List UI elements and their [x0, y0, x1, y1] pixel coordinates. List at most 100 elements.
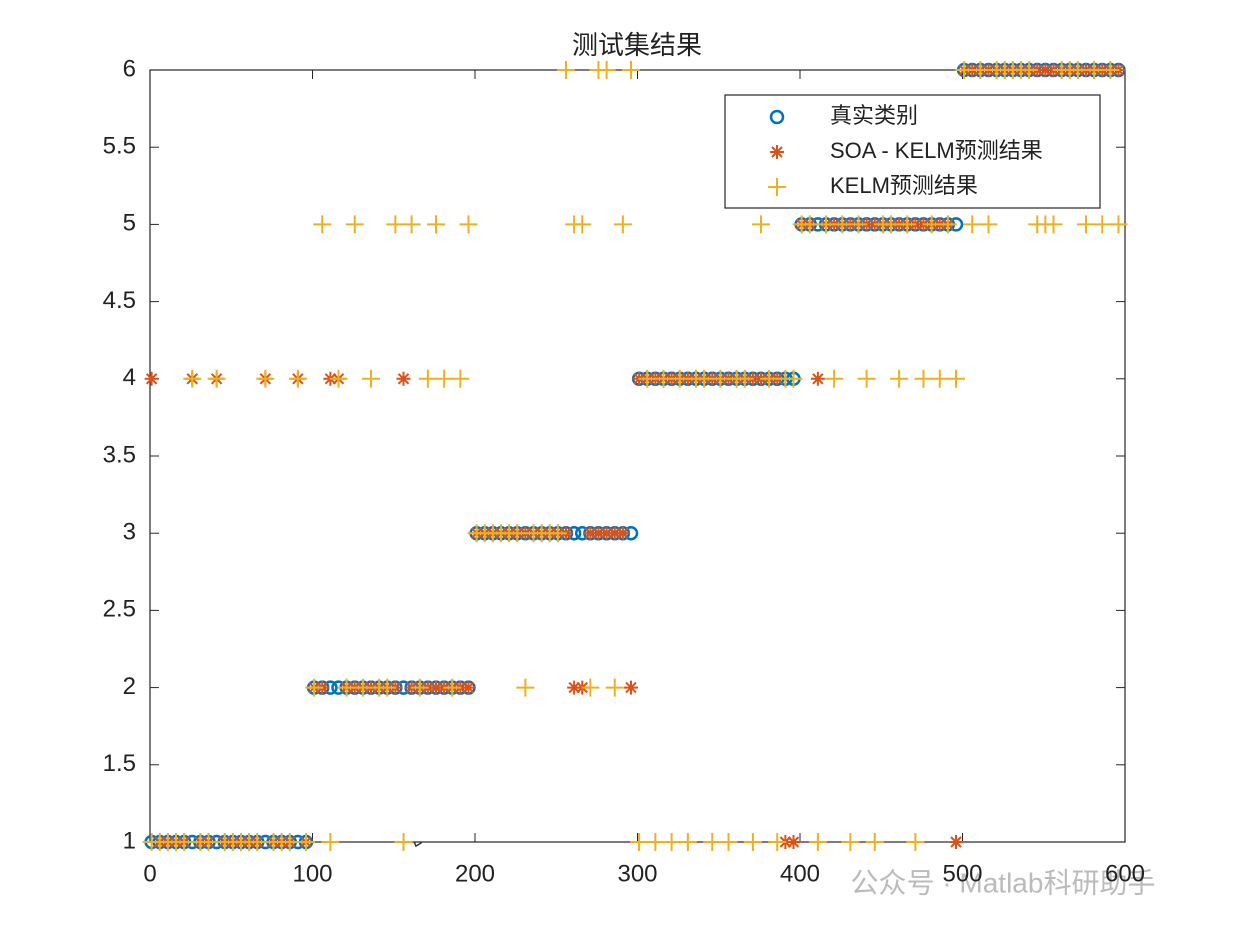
point: [622, 61, 640, 79]
x-tick-label: 300: [617, 860, 657, 887]
point: [768, 833, 787, 851]
point: [1077, 215, 1095, 234]
point: [955, 61, 974, 79]
point: [890, 369, 909, 388]
point: [321, 833, 340, 851]
legend-label: SOA - KELM预测结果: [830, 138, 1043, 163]
point: [784, 369, 803, 388]
point: [175, 833, 194, 851]
point: [963, 215, 982, 234]
point: [849, 215, 868, 234]
point: [825, 369, 844, 388]
legend-marker: [770, 145, 784, 159]
point: [949, 835, 963, 849]
point: [429, 680, 443, 695]
point: [624, 680, 638, 695]
point: [451, 369, 470, 388]
point: [1093, 215, 1112, 234]
point: [979, 215, 998, 234]
x-tick-label: 200: [455, 860, 495, 887]
point: [646, 833, 665, 851]
point: [735, 369, 754, 388]
point: [947, 369, 965, 388]
point: [605, 678, 624, 697]
point: [808, 833, 827, 851]
y-tick-label: 4.5: [103, 287, 136, 314]
point: [1085, 61, 1104, 79]
y-tick-label: 4: [123, 364, 136, 391]
legend-marker: [769, 109, 785, 125]
point: [711, 369, 730, 388]
point: [461, 680, 476, 695]
point: [930, 369, 949, 388]
point: [297, 833, 315, 851]
point: [1109, 215, 1128, 234]
point: [898, 215, 917, 234]
point: [394, 833, 413, 851]
point: [1038, 63, 1053, 77]
point: [418, 369, 437, 388]
point: [678, 833, 697, 851]
point: [207, 369, 226, 388]
x-tick-label: 500: [942, 860, 982, 887]
y-tick-label: 3.5: [103, 441, 136, 468]
point: [752, 215, 770, 234]
y-tick-label: 1: [123, 827, 136, 854]
point: [670, 369, 689, 388]
point: [1020, 61, 1039, 79]
point: [305, 678, 324, 697]
point: [786, 835, 801, 849]
point: [199, 833, 218, 851]
point: [719, 833, 738, 851]
point: [410, 678, 429, 697]
point: [857, 369, 876, 388]
legend-label: KELM预测结果: [830, 173, 978, 198]
watermark: 公众号 · Matlab科研助手: [851, 867, 1156, 898]
point: [817, 215, 835, 234]
x-tick-label: 600: [1105, 860, 1145, 887]
point: [386, 215, 405, 234]
point: [695, 369, 714, 388]
point: [256, 369, 275, 388]
point: [591, 526, 606, 541]
y-tick-label: 5: [123, 210, 136, 237]
point: [810, 371, 825, 386]
point: [144, 371, 159, 386]
point: [922, 215, 941, 234]
point: [613, 215, 632, 234]
point: [516, 678, 535, 697]
point: [573, 215, 592, 234]
point: [597, 61, 616, 79]
y-tick-label: 3: [123, 519, 136, 546]
x-tick-label: 100: [292, 860, 332, 887]
point: [800, 215, 819, 234]
y-tick-label: 2: [123, 673, 136, 700]
y-tick-label: 5.5: [103, 133, 136, 160]
y-tick-label: 1.5: [103, 750, 136, 777]
point: [760, 369, 779, 388]
point: [1044, 215, 1063, 234]
point: [662, 833, 681, 851]
point: [396, 371, 411, 386]
point: [362, 369, 380, 388]
point: [459, 215, 478, 234]
point: [329, 369, 348, 388]
point: [313, 215, 332, 234]
point: [971, 61, 990, 79]
x-tick-label: 400: [780, 860, 820, 887]
point: [638, 369, 657, 388]
y-tick-label: 2.5: [103, 596, 136, 623]
point: [548, 524, 567, 543]
legend-marker: [768, 178, 786, 196]
point: [882, 215, 900, 234]
point: [345, 215, 364, 234]
point: [427, 215, 445, 234]
point: [841, 833, 860, 851]
point: [183, 369, 202, 388]
chart-title: 测试集结果: [572, 30, 702, 60]
y-tick-label: 6: [123, 55, 136, 82]
point: [248, 833, 267, 851]
point: [508, 524, 527, 543]
point: [1068, 61, 1087, 79]
